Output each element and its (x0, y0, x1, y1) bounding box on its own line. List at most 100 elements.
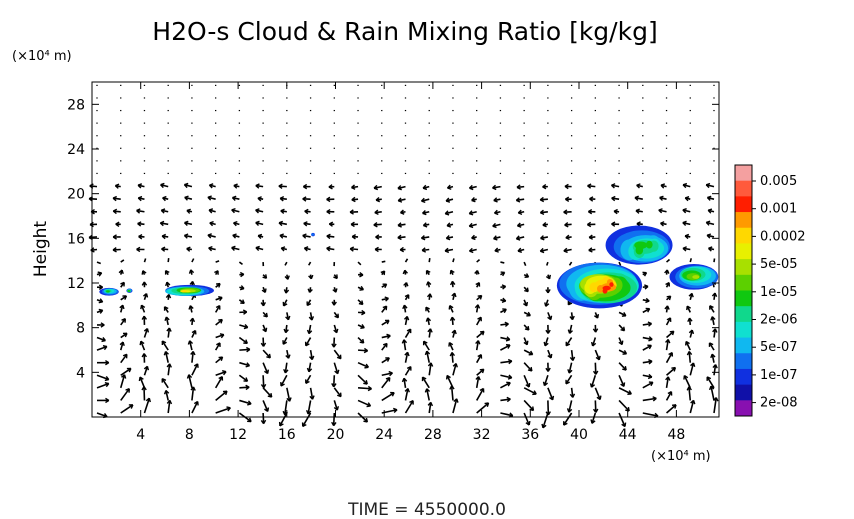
wind-arrow (543, 337, 549, 347)
wind-arrow (642, 297, 650, 304)
wind-arrow (164, 270, 170, 276)
wind-arrow (665, 317, 672, 326)
wind-arrow (138, 376, 146, 389)
wind-arrow (262, 362, 270, 375)
wind-arrow (208, 245, 216, 252)
wind-arrow (120, 388, 130, 401)
wind-arrow (231, 195, 240, 201)
wind-arrow (493, 209, 501, 216)
wind-arrow (137, 183, 145, 189)
wind-arrow (635, 208, 643, 214)
wind-arrow (500, 321, 509, 327)
wind-arrow (349, 209, 359, 215)
wind-arrow (139, 340, 146, 351)
wind-arrow (523, 273, 530, 278)
wind-arrow (707, 208, 715, 214)
wind-arrow (137, 221, 145, 227)
wind-arrow (590, 337, 597, 347)
wind-arrow (333, 324, 339, 334)
x-tick-label: 48 (667, 427, 685, 443)
wind-arrow (708, 385, 715, 401)
wind-arrow (331, 375, 337, 388)
wind-arrow (449, 385, 455, 401)
x-tick-label: 36 (521, 427, 539, 443)
y-tick-label: 4 (76, 365, 85, 381)
wind-arrow (262, 387, 273, 398)
wind-arrow (547, 349, 553, 359)
wind-arrow (476, 402, 490, 414)
wind-arrow (184, 220, 193, 227)
wind-arrow (642, 373, 653, 380)
wind-arrow (689, 399, 696, 414)
wind-arrow (475, 340, 481, 351)
wind-arrow (255, 245, 264, 252)
wind-arrow (660, 221, 667, 227)
wind-arrow (120, 332, 128, 339)
y-axis-ticks: 4 8 12 16 20 24 28 (67, 97, 719, 381)
wind-arrow (636, 183, 643, 189)
wind-arrow (357, 309, 366, 316)
wind-arrow (303, 221, 311, 227)
wind-arrow (618, 324, 626, 332)
wind-arrow (381, 296, 389, 302)
wind-arrow (500, 412, 514, 418)
wind-arrow (684, 340, 691, 351)
wind-arrow (164, 316, 170, 326)
wind-arrow (400, 209, 406, 215)
wind-arrow (285, 349, 291, 359)
wind-arrow (143, 327, 150, 338)
wind-arrow (476, 294, 483, 301)
wind-arrow (374, 209, 382, 215)
colorbar-swatch (735, 274, 752, 291)
wind-arrow (500, 344, 511, 351)
wind-arrow (309, 387, 315, 400)
wind-arrow (682, 208, 691, 214)
wind-arrow (618, 349, 628, 355)
wind-arrow (542, 375, 549, 387)
wind-arrow (642, 307, 651, 314)
wind-arrow (331, 337, 337, 348)
wind-arrow (618, 362, 627, 371)
wind-arrow (449, 316, 456, 326)
wind-arrow (475, 316, 482, 326)
wind-arrow (666, 295, 672, 301)
wind-arrow (239, 323, 249, 330)
wind-arrow (707, 246, 715, 252)
wind-arrow (357, 299, 364, 306)
wind-arrow (517, 209, 525, 215)
wind-arrow (404, 365, 412, 376)
wind-arrow (326, 233, 335, 240)
wind-arrow (594, 312, 600, 319)
wind-arrow (120, 295, 128, 301)
wind-arrow (709, 305, 715, 313)
wind-arrow (706, 376, 715, 389)
colorbar-label: 0.0002 (760, 229, 806, 244)
wind-arrow (141, 281, 148, 288)
wind-arrow (589, 375, 597, 388)
wind-arrow (424, 350, 431, 363)
wind-arrow (588, 247, 596, 253)
wind-arrow (239, 399, 252, 406)
wind-arrow (188, 305, 194, 313)
colorbar-swatch (735, 212, 752, 229)
wind-arrow (357, 347, 369, 354)
wind-arrow (642, 344, 652, 351)
wind-arrow (190, 350, 196, 363)
wind-arrow (588, 234, 596, 240)
wind-arrow (594, 349, 601, 361)
wind-arrow (590, 412, 597, 424)
colorbar-label: 2e-06 (760, 313, 798, 328)
x-tick-label: 28 (424, 427, 442, 443)
wind-arrow (425, 269, 431, 276)
cloud-region (165, 284, 214, 297)
wind-arrow (448, 341, 454, 351)
wind-arrow (357, 324, 365, 330)
colorbar-label: 5e-07 (760, 340, 798, 355)
y-tick-label: 12 (67, 276, 85, 292)
wind-arrow (401, 377, 408, 388)
wind-arrow (326, 196, 335, 203)
wind-arrow (349, 246, 359, 252)
wind-arrow (569, 387, 576, 398)
wind-arrow (119, 341, 125, 351)
wind-arrow (120, 404, 134, 414)
